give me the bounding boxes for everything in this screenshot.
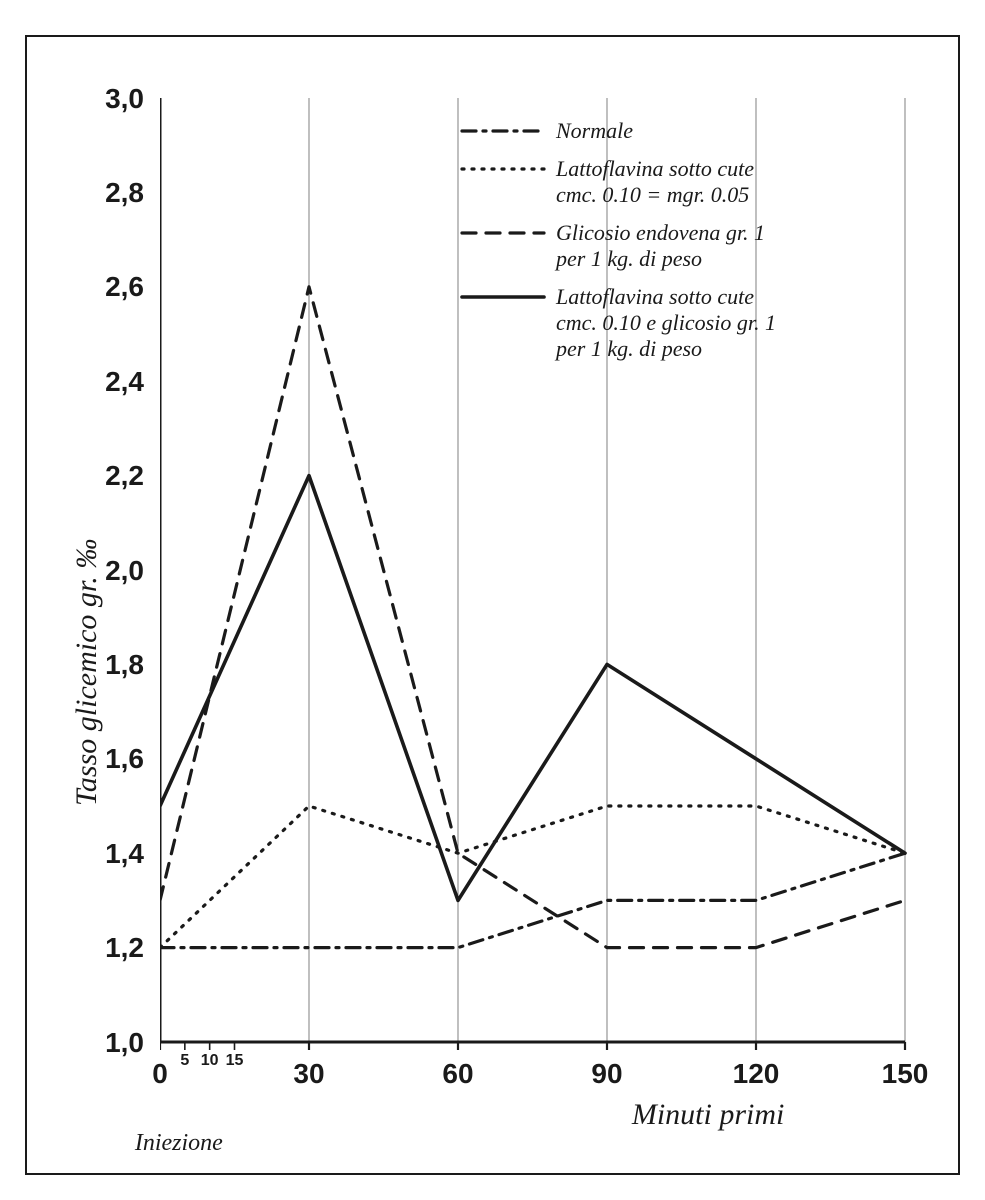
- x-tick-label: 90: [577, 1058, 637, 1090]
- x-tick-label: 120: [726, 1058, 786, 1090]
- y-tick-label: 2,2: [90, 460, 144, 492]
- y-tick-label: 3,0: [90, 83, 144, 115]
- x-minor-tick-label: 10: [198, 1052, 222, 1070]
- series-glicosio: [160, 287, 905, 948]
- legend-item: Lattoflavina sotto cute cmc. 0.10 e glic…: [460, 284, 900, 362]
- x-tick-label: 30: [279, 1058, 339, 1090]
- legend-label: Glicosio endovena gr. 1 per 1 kg. di pes…: [556, 220, 765, 272]
- y-tick-label: 1,0: [90, 1027, 144, 1059]
- x-tick-label: 60: [428, 1058, 488, 1090]
- y-tick-label: 2,8: [90, 177, 144, 209]
- x-minor-tick-label: 5: [173, 1052, 197, 1070]
- x-tick-label: 150: [875, 1058, 935, 1090]
- legend-swatch-icon: [460, 118, 546, 140]
- series-latto: [160, 806, 905, 948]
- y-tick-label: 2,6: [90, 271, 144, 303]
- legend-swatch-icon: [460, 220, 546, 242]
- series-latto_glic: [160, 476, 905, 901]
- injection-label: Iniezione: [135, 1130, 223, 1157]
- legend-label: Lattoflavina sotto cute cmc. 0.10 e glic…: [556, 284, 776, 362]
- legend-item: Normale: [460, 118, 900, 144]
- legend-swatch-icon: [460, 284, 546, 306]
- legend-item: Glicosio endovena gr. 1 per 1 kg. di pes…: [460, 220, 900, 272]
- x-axis-label: Minuti primi: [632, 1098, 785, 1132]
- legend-label: Normale: [556, 118, 633, 144]
- x-minor-tick-label: 15: [223, 1052, 247, 1070]
- legend: Normale Lattoflavina sotto cute cmc. 0.10…: [460, 118, 900, 374]
- y-tick-label: 2,4: [90, 366, 144, 398]
- y-tick-label: 1,2: [90, 932, 144, 964]
- legend-item: Lattoflavina sotto cute cmc. 0.10 = mgr.…: [460, 156, 900, 208]
- y-tick-label: 1,4: [90, 838, 144, 870]
- y-axis-label: Tasso glicemico gr. ‰: [70, 539, 104, 806]
- legend-swatch-icon: [460, 156, 546, 178]
- legend-label: Lattoflavina sotto cute cmc. 0.10 = mgr.…: [556, 156, 754, 208]
